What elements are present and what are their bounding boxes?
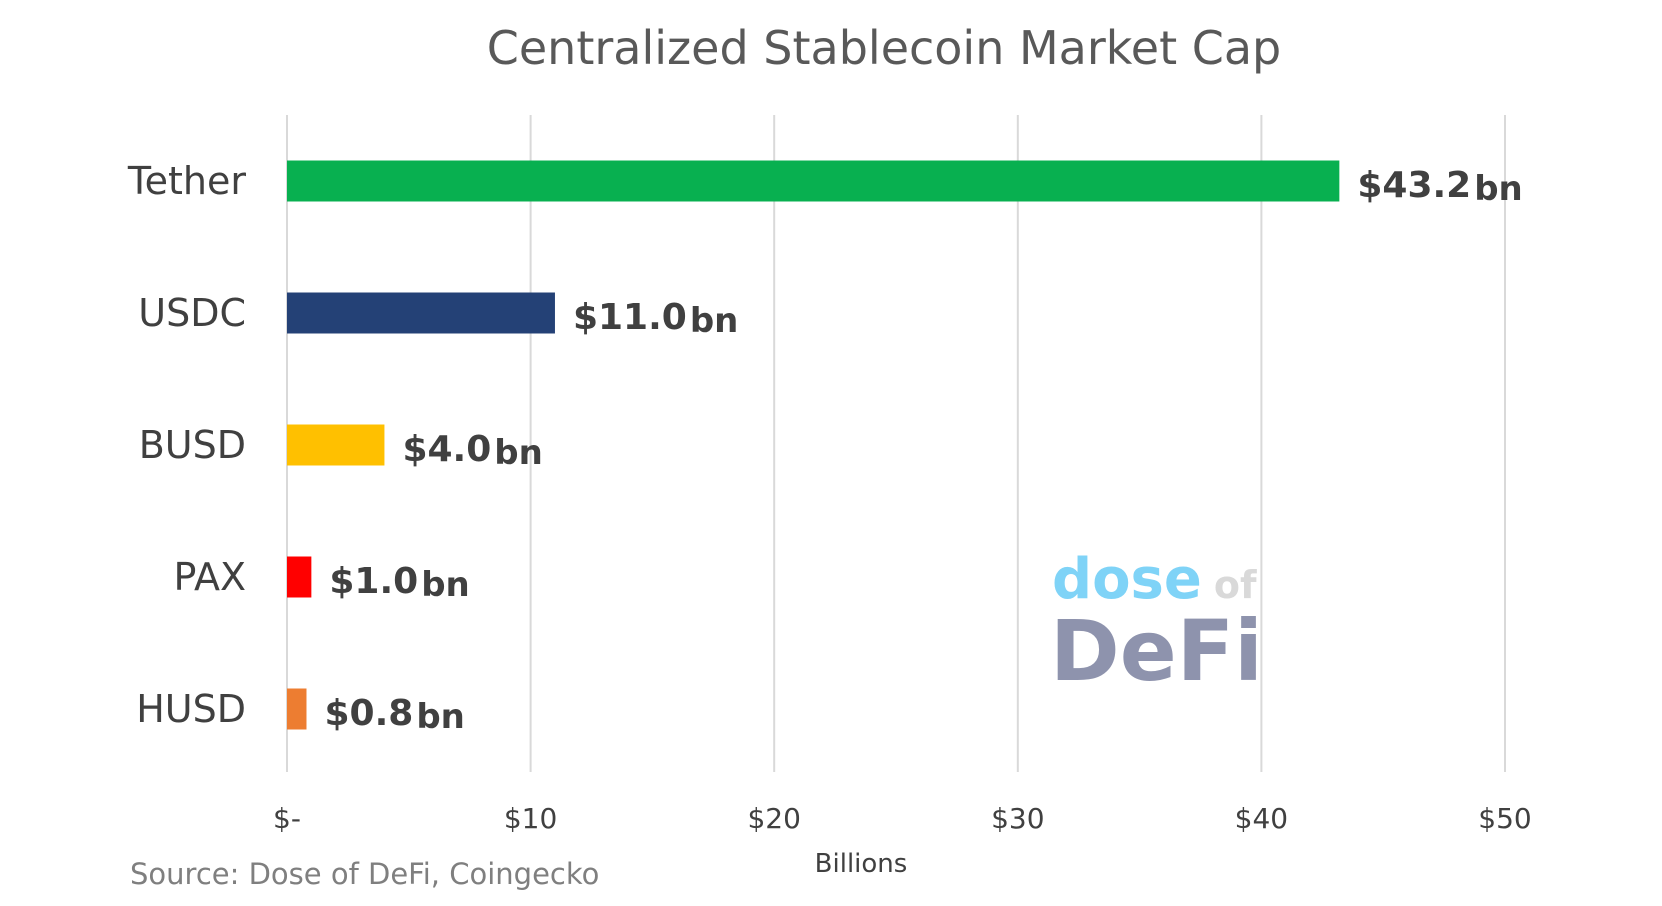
category-label: USDC bbox=[138, 291, 246, 335]
data-label-value: $0.8 bbox=[324, 693, 413, 734]
data-label-unit: bn bbox=[1474, 169, 1523, 209]
x-tick-label: $50 bbox=[1478, 802, 1531, 835]
data-label: $0.8bn bbox=[324, 693, 464, 737]
category-labels: Tether USDC BUSD PAX HUSD bbox=[127, 159, 246, 731]
data-label-unit: bn bbox=[416, 697, 465, 737]
data-label-unit: bn bbox=[494, 433, 543, 473]
bar-busd bbox=[287, 424, 385, 466]
category-label: BUSD bbox=[139, 423, 246, 467]
data-label-value: $4.0 bbox=[402, 429, 491, 470]
data-label: $1.0bn bbox=[329, 561, 469, 605]
x-tick-label: $30 bbox=[991, 802, 1044, 835]
bars bbox=[287, 160, 1340, 730]
logo-line1: dose of bbox=[1052, 547, 1257, 612]
x-tick-label: $20 bbox=[747, 802, 800, 835]
x-tick-label: $10 bbox=[504, 802, 557, 835]
category-label: Tether bbox=[127, 159, 246, 203]
logo-dose: dose bbox=[1052, 547, 1202, 612]
data-label-unit: bn bbox=[421, 565, 470, 605]
category-label: HUSD bbox=[136, 687, 246, 731]
x-tick-label: $40 bbox=[1235, 802, 1288, 835]
data-label-value: $1.0 bbox=[329, 561, 418, 602]
bar-pax bbox=[287, 556, 312, 598]
data-label: $11.0bn bbox=[573, 297, 738, 341]
data-label: $4.0bn bbox=[402, 429, 542, 473]
logo-defi: DeFi bbox=[1050, 602, 1263, 700]
bar-usdc bbox=[287, 292, 555, 334]
gridlines bbox=[286, 115, 1506, 772]
data-label-value: $11.0 bbox=[573, 297, 687, 338]
x-axis-title: Billions bbox=[815, 849, 908, 879]
x-tick-label: $- bbox=[273, 802, 301, 835]
bar-husd bbox=[287, 688, 307, 730]
data-label-value: $43.2 bbox=[1357, 165, 1471, 206]
bar-tether bbox=[287, 160, 1340, 202]
x-tick-labels: $- $10 $20 $30 $40 $50 bbox=[273, 802, 1532, 835]
data-labels: $43.2bn$11.0bn$4.0bn$1.0bn$0.8bn bbox=[324, 165, 1522, 737]
logo-of: of bbox=[1214, 563, 1257, 607]
chart-title: Centralized Stablecoin Market Cap bbox=[487, 21, 1282, 75]
source-note: Source: Dose of DeFi, Coingecko bbox=[130, 857, 599, 891]
category-label: PAX bbox=[173, 555, 246, 599]
data-label-unit: bn bbox=[690, 301, 739, 341]
data-label: $43.2bn bbox=[1357, 165, 1522, 209]
dose-of-defi-logo: dose of DeFi bbox=[1050, 547, 1263, 700]
